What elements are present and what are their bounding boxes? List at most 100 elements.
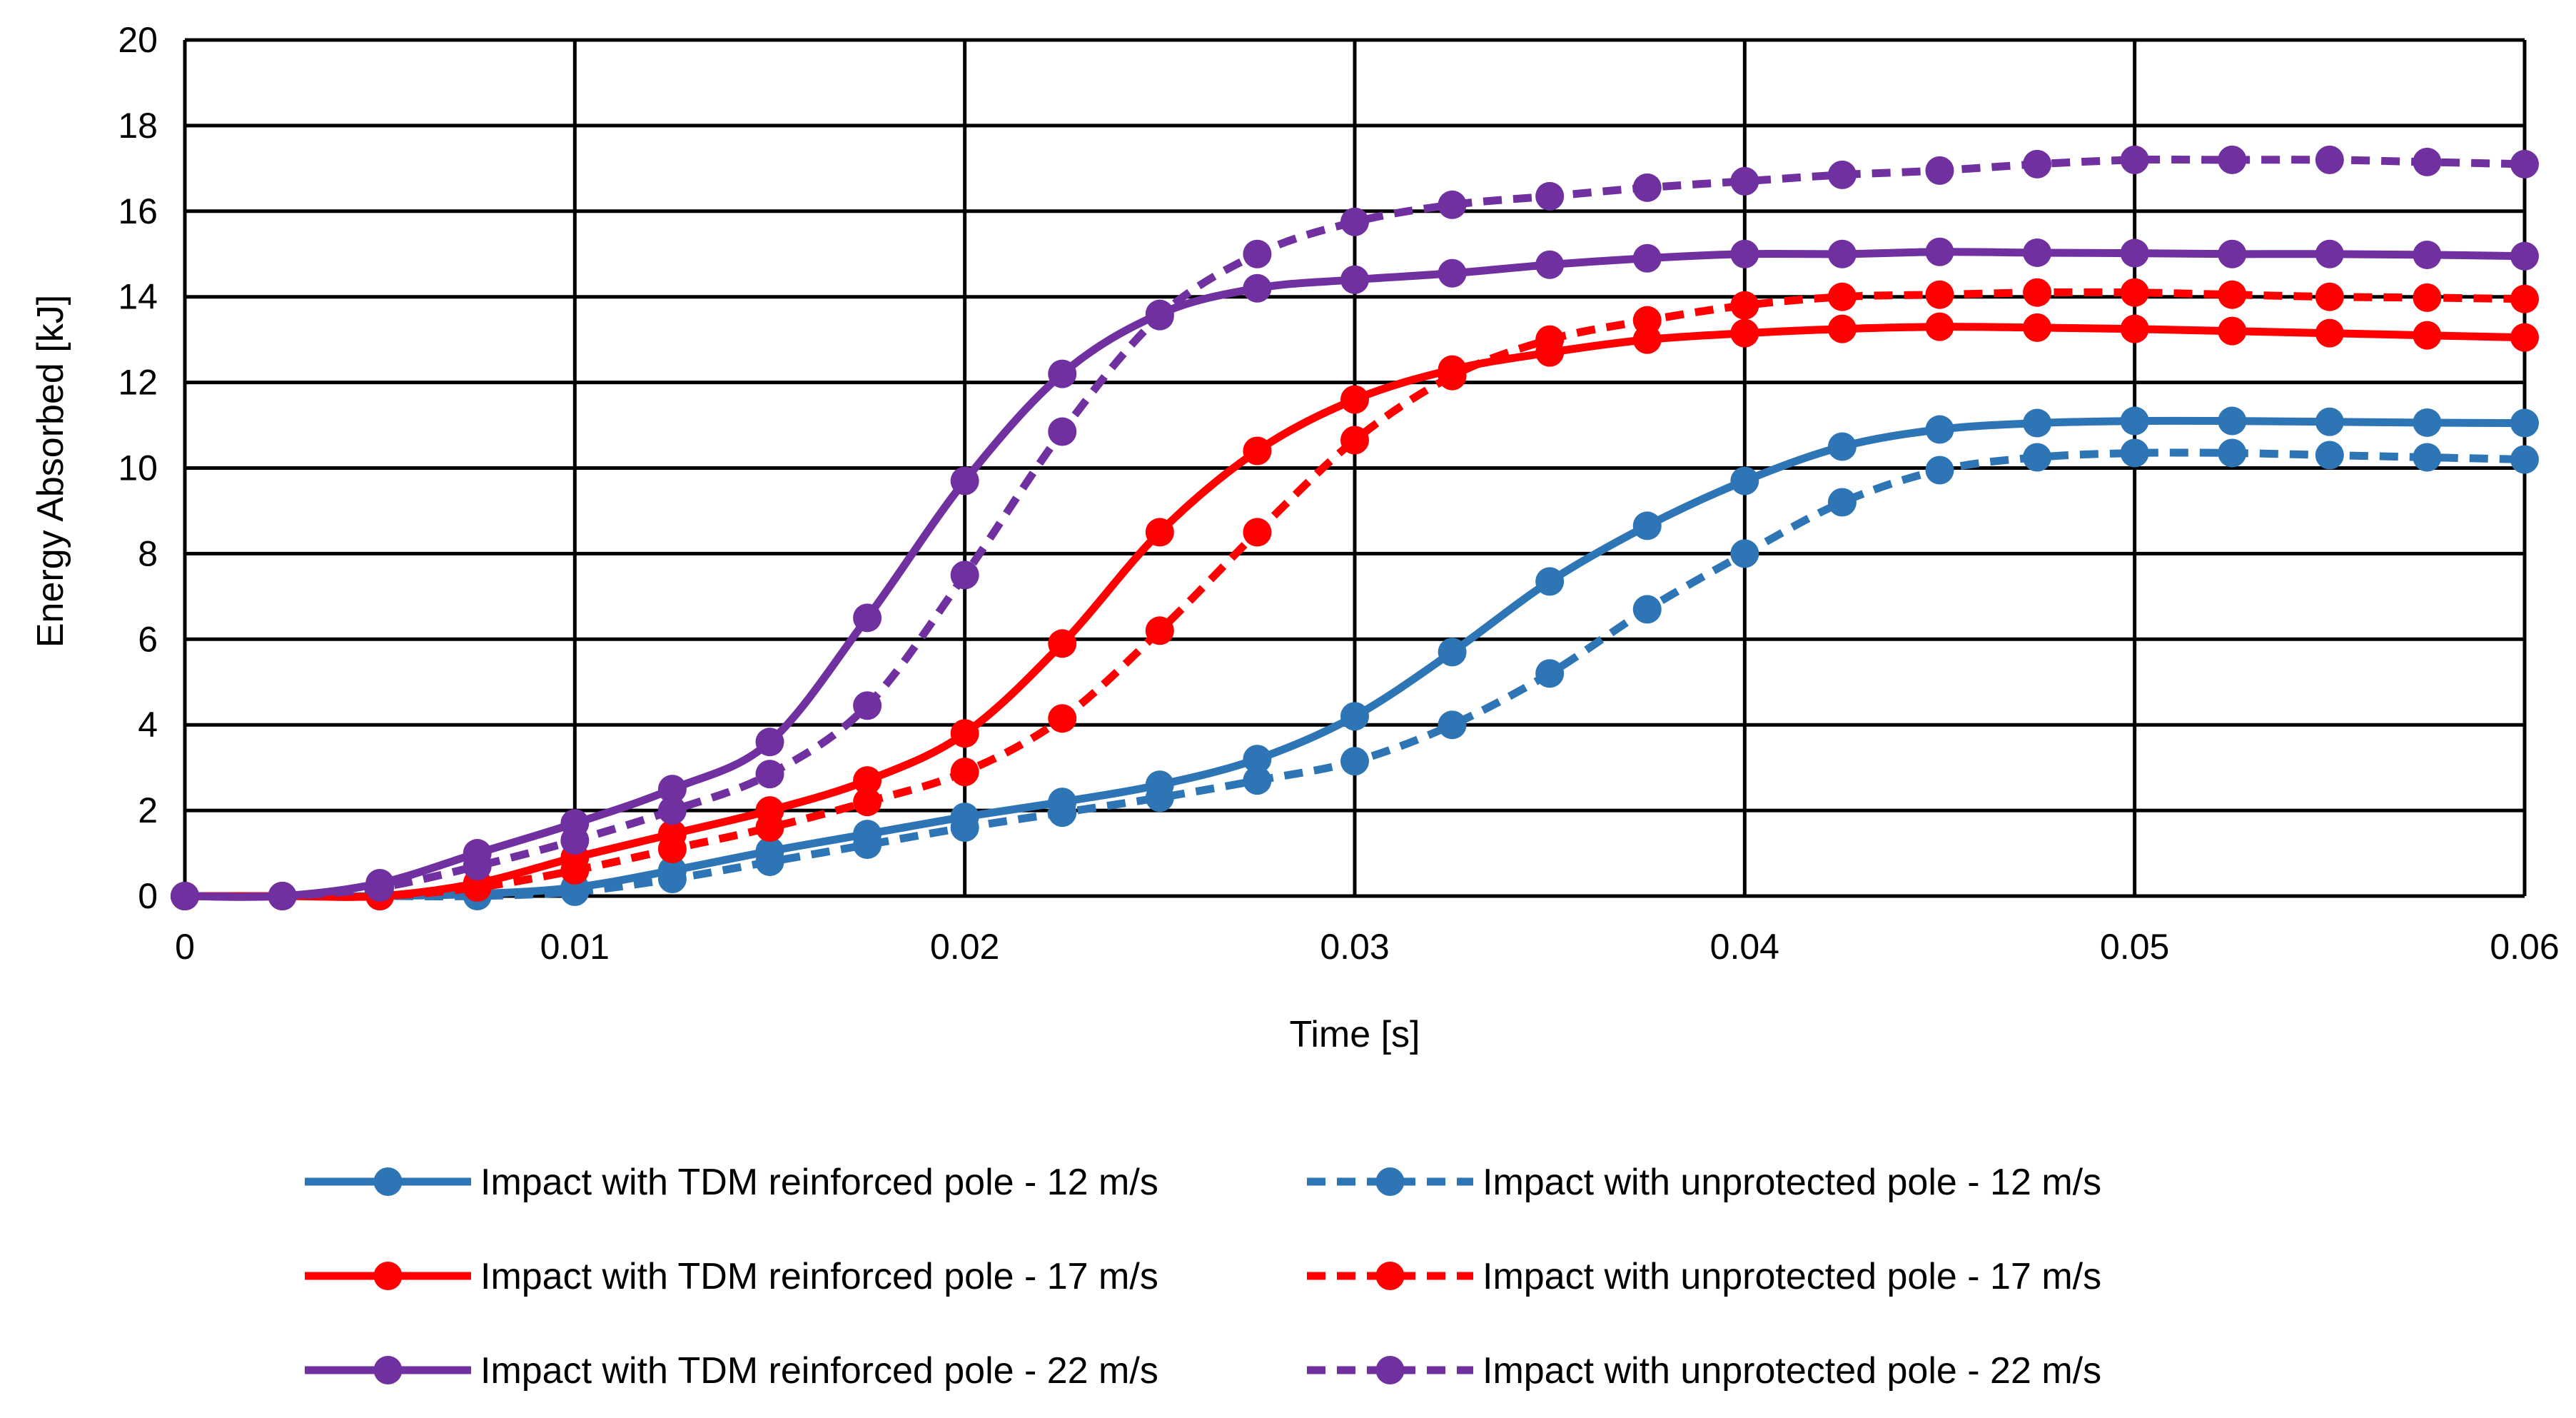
data-point [2510, 149, 2539, 178]
data-point [1340, 426, 1369, 455]
data-point [853, 766, 882, 795]
data-point [1438, 710, 1467, 740]
x-tick-label: 0.02 [930, 927, 999, 967]
data-point [1827, 282, 1857, 311]
data-point [560, 856, 590, 885]
data-point [2315, 282, 2344, 311]
data-point [2218, 239, 2247, 268]
x-tick-label: 0.06 [2490, 927, 2559, 967]
data-point [1925, 456, 1954, 485]
data-point [657, 865, 687, 894]
data-point [1438, 638, 1467, 667]
data-point [1438, 258, 1467, 288]
data-point [1730, 166, 1759, 196]
data-point [1535, 325, 1565, 354]
data-point [1827, 314, 1857, 343]
data-point [2413, 443, 2442, 472]
data-point [2023, 278, 2052, 307]
data-point [1048, 798, 1077, 828]
y-tick-label: 2 [138, 790, 158, 830]
data-point [1925, 312, 1954, 341]
legend-label: Impact with unprotected pole - 22 m/s [1483, 1350, 2101, 1392]
data-point [2315, 145, 2344, 174]
data-point [1827, 432, 1857, 461]
y-tick-label: 12 [118, 363, 158, 403]
tick-labels: 0 2 4 6 8 10 12 14 16 18 20 0 0.01 0.02 0.03 0.04 0.05 0.… [118, 20, 2559, 967]
legend-marker [373, 1356, 403, 1384]
data-point [1632, 173, 1662, 202]
data-point [2023, 149, 2052, 178]
plot-series [171, 145, 2539, 910]
data-point [2023, 313, 2052, 342]
y-tick-label: 16 [118, 191, 158, 231]
legend-item: Impact with unprotected pole - 22 m/s [1307, 1350, 2101, 1392]
data-point [2315, 441, 2344, 470]
data-point [853, 788, 882, 817]
data-point [2510, 323, 2539, 352]
data-point [1145, 518, 1174, 547]
data-point [2120, 278, 2149, 307]
legend-marker [1375, 1356, 1405, 1384]
y-tick-label: 4 [138, 705, 158, 745]
data-point [1925, 280, 1954, 309]
y-tick-label: 18 [118, 106, 158, 146]
legend-marker [373, 1167, 403, 1196]
y-tick-label: 6 [138, 619, 158, 659]
data-point [2510, 408, 2539, 438]
x-tick-label: 0.05 [2100, 927, 2169, 967]
legend-label: Impact with unprotected pole - 12 m/s [1483, 1162, 2101, 1203]
data-point [950, 466, 979, 496]
data-point [755, 760, 784, 789]
data-point [755, 813, 784, 843]
data-point [1048, 704, 1077, 733]
data-point [1827, 239, 1857, 268]
data-point [560, 878, 590, 907]
data-point [365, 873, 395, 902]
legend-label: Impact with TDM reinforced pole - 17 m/s [480, 1256, 1158, 1297]
legend-marker [1375, 1167, 1405, 1196]
y-tick-label: 20 [118, 20, 158, 60]
legend-item: Impact with unprotected pole - 12 m/s [1307, 1162, 2101, 1203]
data-point [2510, 241, 2539, 271]
data-point [2413, 240, 2442, 269]
legend-label: Impact with unprotected pole - 17 m/s [1483, 1256, 2101, 1297]
data-point [1827, 160, 1857, 189]
x-tick-label: 0.01 [540, 927, 610, 967]
data-point [1438, 190, 1467, 219]
data-point [1925, 237, 1954, 266]
x-tick-label: 0 [175, 927, 195, 967]
data-point [2218, 438, 2247, 468]
data-point [463, 873, 492, 902]
data-point [1243, 745, 1272, 774]
data-point [657, 796, 687, 825]
series-5 [171, 145, 2539, 910]
y-tick-label: 10 [118, 448, 158, 488]
data-point [463, 852, 492, 881]
data-point [2413, 321, 2442, 350]
data-point [950, 719, 979, 748]
data-point [2120, 406, 2149, 436]
y-tick-label: 14 [118, 277, 158, 317]
data-point [1925, 415, 1954, 444]
data-point [1340, 747, 1369, 776]
data-point [2413, 147, 2442, 176]
data-point [950, 560, 979, 590]
y-axis-title: Energy Absorbed [kJ] [30, 295, 71, 648]
data-point [2218, 145, 2247, 174]
data-point [950, 758, 979, 787]
data-point [950, 813, 979, 843]
data-point [1535, 567, 1565, 596]
data-point [1145, 301, 1174, 331]
legend: Impact with TDM reinforced pole - 12 m/s… [305, 1162, 2101, 1392]
data-point [1243, 239, 1272, 268]
x-axis-title: Time [s] [1290, 1014, 1420, 1055]
data-point [1730, 539, 1759, 568]
data-point [1535, 250, 1565, 279]
data-point [1243, 518, 1272, 547]
legend-marker [1375, 1262, 1405, 1290]
legend-item: Impact with TDM reinforced pole - 12 m/s [305, 1162, 1158, 1203]
data-point [1730, 239, 1759, 268]
data-point [1535, 659, 1565, 688]
data-point [1340, 265, 1369, 294]
